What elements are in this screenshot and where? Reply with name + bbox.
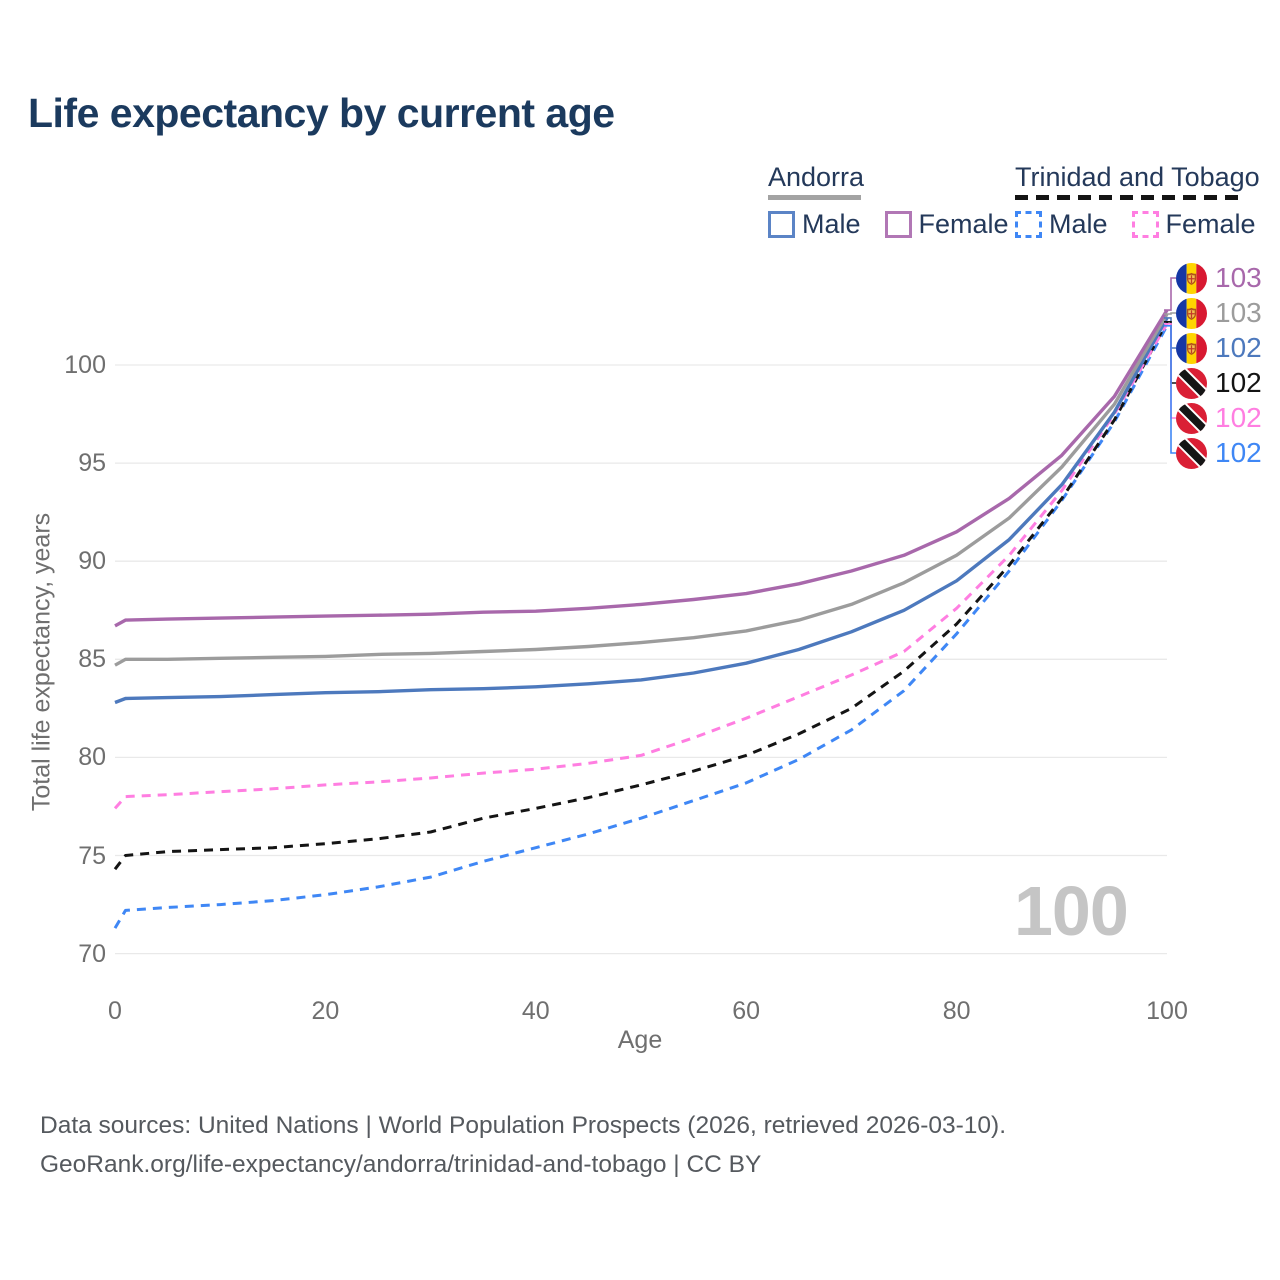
legend-group-andorra: Andorra Male Female bbox=[768, 162, 1033, 240]
legend-group-trinidad-and-tobago: Trinidad and Tobago Male Female bbox=[1015, 162, 1280, 240]
legend-label-andorra-male[interactable]: Male bbox=[802, 209, 861, 239]
legend-item-trinidad-female[interactable]: Female bbox=[1131, 209, 1256, 240]
legend-label-andorra-female[interactable]: Female bbox=[918, 209, 1009, 239]
leader-line-andorra-female bbox=[1164, 277, 1176, 311]
legend-row-trinidad-and-tobago: Male Female bbox=[1015, 209, 1280, 240]
legend-underline-trinidad-dashed bbox=[1015, 195, 1246, 200]
legend-swatch-andorra-male[interactable] bbox=[768, 211, 795, 238]
series-line-trinidad-female[interactable] bbox=[113, 323, 1169, 810]
footer-attribution-url: GeoRank.org/life-expectancy/andorra/trin… bbox=[40, 1151, 762, 1178]
end-label-trinidad-female: 102 bbox=[1176, 401, 1262, 435]
end-label-trinidad-male: 102 bbox=[1176, 436, 1262, 470]
footer-data-sources: Data sources: United Nations | World Pop… bbox=[40, 1112, 1007, 1139]
legend-item-andorra-female[interactable]: Female bbox=[884, 209, 1009, 240]
end-value-andorra-male: 102 bbox=[1215, 332, 1262, 363]
legend-country-andorra: Andorra bbox=[768, 162, 865, 192]
y-tick-label-85: 85 bbox=[78, 645, 106, 674]
y-tick-label-90: 90 bbox=[78, 547, 106, 576]
y-tick-label-100: 100 bbox=[64, 351, 106, 379]
legend-label-trinidad-male[interactable]: Male bbox=[1049, 209, 1108, 239]
legend-row-andorra: Male Female bbox=[768, 209, 1033, 240]
x-axis-title: Age bbox=[617, 1026, 663, 1054]
end-label-andorra-total: 103 bbox=[1176, 296, 1262, 330]
end-label-andorra-male: 102 bbox=[1176, 331, 1262, 365]
legend-country-trinidad-and-tobago: Trinidad and Tobago bbox=[1015, 162, 1260, 192]
y-tick-label-80: 80 bbox=[78, 743, 106, 772]
legend-swatch-andorra-female[interactable] bbox=[884, 211, 912, 238]
flag-andorra bbox=[1176, 297, 1207, 329]
x-tick-label-0: 0 bbox=[108, 997, 122, 1025]
x-tick-label-80: 80 bbox=[942, 997, 971, 1025]
flag-trinidad-and-tobago bbox=[1176, 437, 1207, 469]
page-title: Life expectancy by current age bbox=[28, 90, 615, 136]
leader-line-trinidad-male bbox=[1164, 325, 1176, 454]
flag-trinidad-and-tobago bbox=[1176, 402, 1207, 434]
end-value-andorra-total: 103 bbox=[1215, 297, 1262, 328]
legend-item-andorra-male[interactable]: Male bbox=[768, 209, 861, 240]
watermark-age-100: 100 bbox=[1014, 872, 1129, 950]
x-tick-label-100: 100 bbox=[1146, 997, 1188, 1025]
end-value-trinidad-male: 102 bbox=[1215, 437, 1262, 468]
y-tick-label-75: 75 bbox=[78, 841, 106, 870]
series-line-andorra-total[interactable] bbox=[114, 313, 1169, 667]
series-line-andorra-male[interactable] bbox=[114, 317, 1169, 705]
flag-andorra bbox=[1176, 332, 1207, 364]
y-tick-label-95: 95 bbox=[78, 449, 106, 478]
legend-swatch-trinidad-male[interactable] bbox=[1015, 211, 1042, 238]
x-tick-label-40: 40 bbox=[521, 997, 550, 1025]
end-label-andorra-female: 103 bbox=[1176, 261, 1262, 295]
series-line-trinidad-male[interactable] bbox=[113, 325, 1169, 929]
flag-trinidad-and-tobago bbox=[1176, 367, 1207, 399]
footer: Data sources: United Nations | World Pop… bbox=[40, 1106, 1006, 1184]
series-line-trinidad-total[interactable] bbox=[113, 321, 1169, 871]
y-axis-title: Total life expectancy, years bbox=[27, 512, 56, 812]
legend-swatch-trinidad-female[interactable] bbox=[1131, 211, 1159, 238]
end-value-trinidad-female: 102 bbox=[1215, 402, 1262, 433]
end-label-trinidad-total: 102 bbox=[1176, 366, 1262, 400]
end-value-andorra-female: 103 bbox=[1215, 262, 1262, 293]
leader-line-trinidad-female bbox=[1164, 323, 1176, 419]
legend-underline-andorra-solid bbox=[768, 195, 861, 200]
legend-label-trinidad-female[interactable]: Female bbox=[1165, 209, 1256, 239]
x-tick-label-20: 20 bbox=[311, 997, 340, 1025]
flag-andorra bbox=[1176, 262, 1207, 294]
leader-line-andorra-total bbox=[1164, 312, 1176, 315]
y-tick-label-70: 70 bbox=[78, 939, 106, 968]
x-tick-label-60: 60 bbox=[732, 997, 761, 1025]
end-value-trinidad-total: 102 bbox=[1215, 367, 1262, 398]
series-line-andorra-female[interactable] bbox=[114, 309, 1169, 628]
legend-item-trinidad-male[interactable]: Male bbox=[1015, 209, 1108, 240]
